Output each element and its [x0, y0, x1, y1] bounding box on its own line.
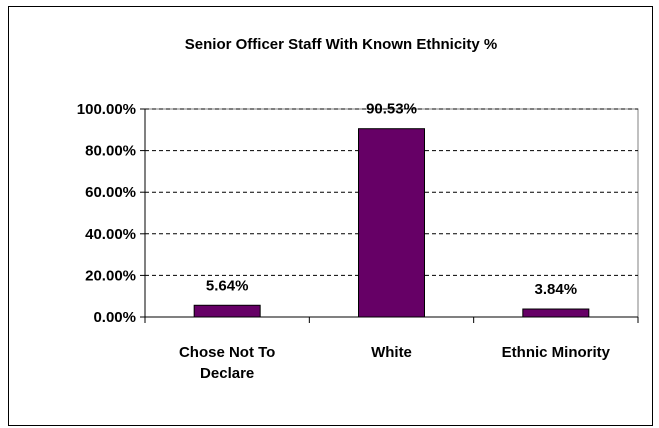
axes [140, 108, 639, 323]
data-labels: 5.64% 90.53% 3.84% [206, 101, 577, 298]
x-axis-categories: Chose Not To Declare White Ethnic Minority [179, 344, 611, 382]
bar [522, 308, 590, 318]
y-tick-label: 40.00% [85, 226, 136, 243]
y-axis-ticks: 0.00% 20.00% 40.00% 60.00% 80.00% 100.00% [77, 101, 136, 326]
data-label: 3.84% [535, 281, 578, 298]
y-tick-label: 0.00% [93, 309, 136, 326]
bars [193, 128, 590, 318]
y-tick-label: 100.00% [77, 101, 136, 118]
x-category-label: White [371, 344, 412, 361]
bar [193, 304, 261, 318]
y-tick-label: 60.00% [85, 184, 136, 201]
x-category-label: Ethnic Minority [502, 344, 611, 361]
chart-title: Senior Officer Staff With Known Ethnicit… [185, 36, 497, 53]
x-category-label-line: Ethnic Minority [502, 344, 611, 361]
y-tick-label: 80.00% [85, 143, 136, 160]
y-tick-label: 20.00% [85, 267, 136, 284]
x-category-label: Chose Not To Declare [179, 344, 275, 382]
x-category-label-line: White [371, 344, 412, 361]
data-label: 5.64% [206, 277, 249, 294]
x-category-label-line: Chose Not To [179, 344, 275, 361]
data-label: 90.53% [366, 101, 417, 118]
chart-frame [8, 6, 653, 426]
bar [358, 128, 425, 318]
x-category-label-line: Declare [200, 365, 254, 382]
